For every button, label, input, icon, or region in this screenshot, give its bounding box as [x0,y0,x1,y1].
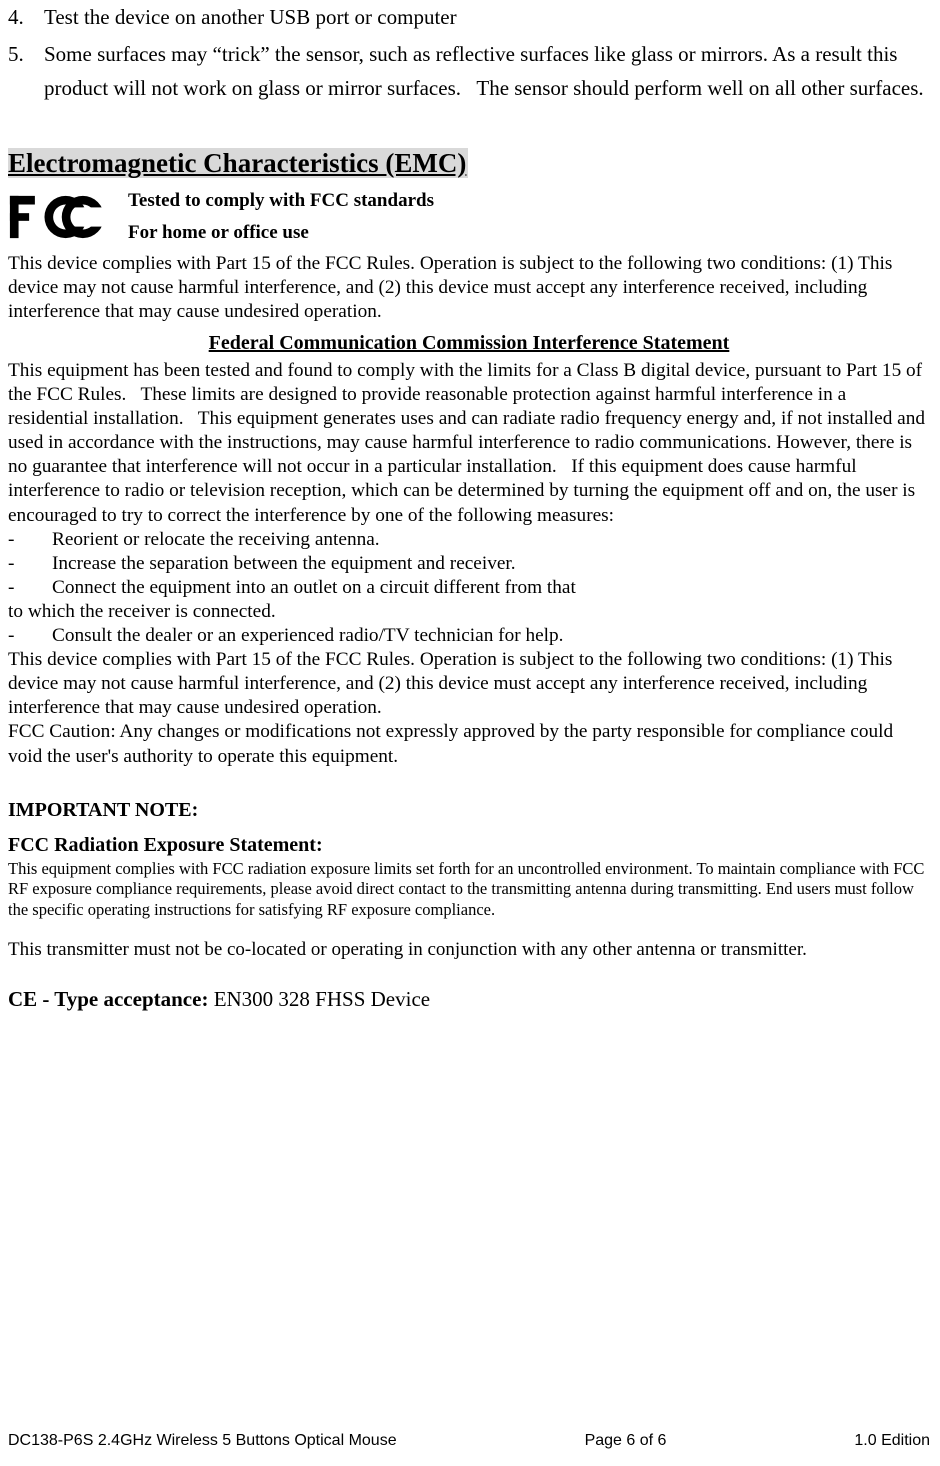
fcc-statement-paragraph: This equipment has been tested and found… [8,359,930,528]
important-note-heading: IMPORTANT NOTE: [8,799,930,822]
measure-text: Consult the dealer or an experienced rad… [52,624,563,648]
fcc-tested-line: Tested to comply with FCC standards [128,185,434,217]
emc-heading: Electromagnetic Characteristics (EMC) [8,148,468,178]
measure-item: - Consult the dealer or an experienced r… [8,624,930,648]
fcc-statement-heading: Federal Communication Commission Interfe… [8,332,930,355]
dash-marker: - [8,528,52,552]
page-footer: DC138-P6S 2.4GHz Wireless 5 Buttons Opti… [0,1432,940,1450]
dash-marker: - [8,576,52,600]
footer-right: 1.0 Edition [854,1432,930,1450]
radiation-exposure-heading: FCC Radiation Exposure Statement: [8,834,930,857]
fcc-caution: FCC Caution: Any changes or modification… [8,720,930,768]
fcc-logo-icon [8,190,104,244]
fcc-use-line: For home or office use [128,217,434,249]
numbered-item-4: 4. Test the device on another USB port o… [8,0,930,35]
measure-item: - Reorient or relocate the receiving ant… [8,528,930,552]
footer-center: Page 6 of 6 [585,1432,667,1450]
fcc-logo-row: Tested to comply with FCC standards For … [8,185,930,250]
measure-item: - Increase the separation between the eq… [8,552,930,576]
dash-marker: - [8,624,52,648]
measure-text: Reorient or relocate the receiving anten… [52,528,380,552]
measure-text: Connect the equipment into an outlet on … [52,576,576,600]
list-marker: 5. [8,37,44,106]
ce-label: CE - Type acceptance: [8,987,214,1011]
list-text: Some surfaces may “trick” the sensor, su… [44,37,930,106]
measure-text: Increase the separation between the equi… [52,552,516,576]
compliance-paragraph-2: This device complies with Part 15 of the… [8,648,930,720]
radiation-exposure-body: This equipment complies with FCC radiati… [8,859,930,921]
dash-marker: - [8,552,52,576]
measure-continuation: to which the receiver is connected. [8,600,930,624]
section-heading-wrap: Electromagnetic Characteristics (EMC) [8,148,930,179]
ce-value: EN300 328 FHSS Device [214,987,430,1011]
transmitter-note: This transmitter must not be co-located … [8,939,930,961]
ce-acceptance-line: CE - Type acceptance: EN300 328 FHSS Dev… [8,987,930,1012]
measure-item: - Connect the equipment into an outlet o… [8,576,930,600]
list-text: Test the device on another USB port or c… [44,0,930,35]
page-container: 4. Test the device on another USB port o… [0,0,940,1466]
list-marker: 4. [8,0,44,35]
numbered-item-5: 5. Some surfaces may “trick” the sensor,… [8,37,930,106]
footer-left: DC138-P6S 2.4GHz Wireless 5 Buttons Opti… [8,1432,397,1450]
fcc-logo-text: Tested to comply with FCC standards For … [128,185,434,250]
compliance-paragraph: This device complies with Part 15 of the… [8,252,930,324]
